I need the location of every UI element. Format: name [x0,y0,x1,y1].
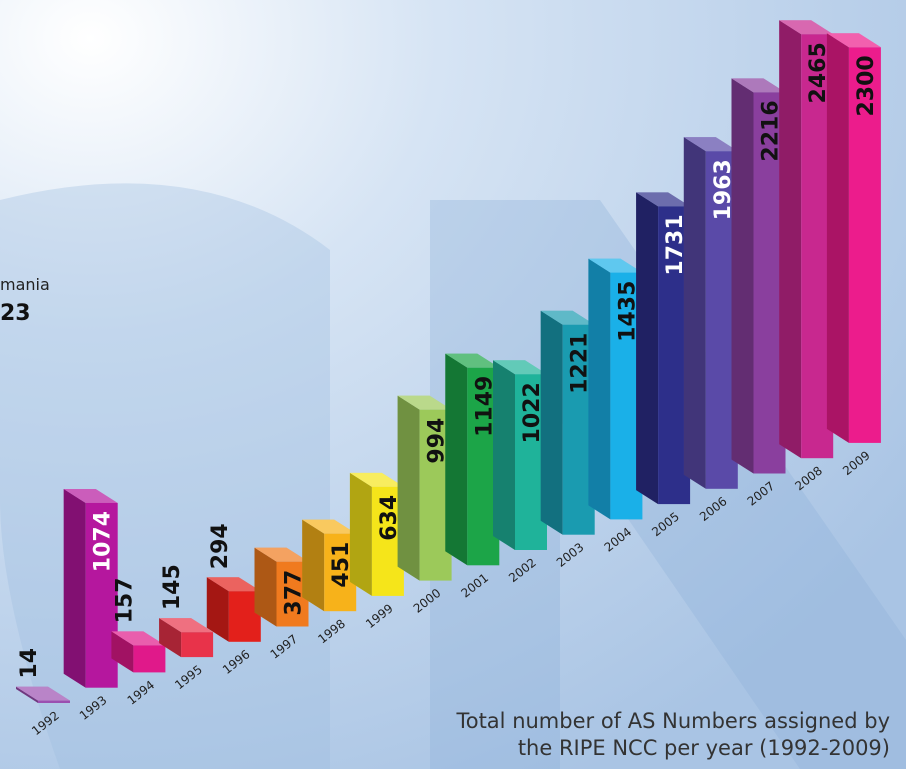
bar-side-shade [445,353,468,566]
bar-top-shade [159,618,214,633]
bar [38,700,70,703]
bar-side-shade [63,488,86,688]
bar-top [588,258,643,273]
bar-side [779,20,802,459]
bar-top-shade [826,33,881,48]
bar-side [636,192,659,505]
bar [181,632,214,658]
bar-side [826,33,849,443]
bar-side [302,519,325,612]
bar-top-shade [111,631,166,646]
bar [133,645,166,673]
bar-side [445,353,468,566]
bar-top-shade [588,258,643,273]
bar-top-shade [397,395,452,410]
chart-title: Total number of AS Numbers assigned by [455,709,890,733]
bar-top-shade [445,353,500,368]
bar-top [493,360,547,375]
bar-top-shade [540,310,595,325]
value-label: 294 [208,523,233,569]
bar-side-shade [349,472,372,596]
bar-top-shade [63,488,118,503]
bar-side [349,472,372,596]
bar-side [254,547,277,627]
bar-side [683,137,706,489]
bar-side-shade [588,258,611,520]
bar-top [731,78,786,93]
bar-side [63,488,86,688]
bar-top-shade [254,547,309,562]
bar-side-shade [683,137,706,489]
bar-top [683,137,738,152]
bg-letter [0,183,330,769]
bar-side [206,577,229,642]
bar-side-shade [636,192,659,505]
bar-top-shade [636,192,691,207]
annotation: 23 [0,301,31,326]
bar-side-shade [302,519,325,612]
bar-top [636,192,691,207]
bar-side-shade [493,360,515,550]
bar-top [302,519,357,534]
bar-top-shade [302,519,357,534]
bar-side [111,631,134,673]
bar-top [397,395,452,410]
bar-side-shade [540,310,563,535]
bar-top-shade [16,686,70,701]
bar-top [254,547,309,562]
bar-top-shade [779,20,834,35]
bar-side-shade [111,631,134,673]
bar-top [349,472,404,487]
bar-top [111,631,166,646]
bar-top [159,618,214,633]
bar-side-shade [16,686,38,703]
value-label: 2300 [854,55,879,116]
bar-top [779,20,834,35]
annotation: mania [0,275,50,294]
bar-top-shade [206,577,261,592]
bar-top-shade [349,472,404,487]
bar-side [397,395,420,581]
bar-side-shade [779,20,802,459]
bar-top-shade [683,137,738,152]
bar-side [159,618,182,658]
chart-title: the RIPE NCC per year (1992-2009) [518,736,890,760]
bar-top [540,310,595,325]
bar [848,47,881,443]
bar-top [826,33,881,48]
value-label: 1074 [91,511,116,572]
bar-top-shade [493,360,547,375]
bar-top [206,577,261,592]
bar-side-shade [254,547,277,627]
bar-side-shade [397,395,420,581]
bar-side-shade [826,33,849,443]
bar-side-shade [159,618,182,658]
bar-side [540,310,563,535]
bar-top [16,686,70,701]
value-label: 157 [112,577,137,623]
value-label: 145 [160,564,185,610]
bar-side-shade [206,577,229,642]
bar-side [731,78,754,474]
bar-top [445,353,500,368]
bar-top-shade [731,78,786,93]
bar-side [588,258,611,520]
bar-side [493,360,515,550]
value-label: 14 [17,648,42,679]
bar-top [63,488,118,503]
bar-side-shade [731,78,754,474]
bar-side [16,686,38,703]
